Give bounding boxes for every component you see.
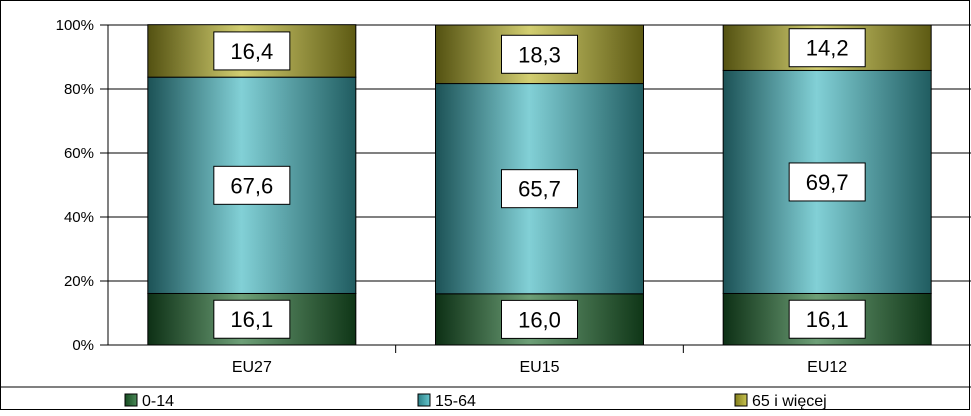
data-label: 69,7: [806, 170, 849, 195]
data-label: 16,4: [230, 39, 273, 64]
legend-label: 0-14: [142, 393, 174, 410]
y-tick-label: 60%: [64, 145, 94, 162]
y-tick-label: 80%: [64, 81, 94, 98]
data-label: 16,1: [230, 307, 273, 332]
data-label-box: [788, 162, 866, 202]
legend-swatch: [734, 393, 748, 407]
data-label-box: [501, 299, 578, 339]
data-label-box: [788, 299, 866, 339]
data-label: 67,6: [230, 173, 273, 198]
data-label-box: [501, 34, 578, 74]
data-label-box: [213, 299, 291, 339]
y-tick-label: 100%: [56, 17, 94, 34]
legend-swatch: [124, 393, 138, 407]
data-label-box: [213, 31, 291, 71]
x-tick-label: EU15: [519, 359, 559, 376]
data-label-box: [501, 169, 578, 209]
y-tick-label: 0%: [72, 337, 94, 354]
x-tick-label: EU12: [807, 359, 847, 376]
data-label: 18,3: [518, 42, 561, 67]
data-label: 14,2: [806, 36, 849, 61]
data-label: 65,7: [518, 177, 561, 202]
data-label-box: [213, 165, 291, 205]
data-label: 16,1: [806, 307, 849, 332]
y-tick-label: 20%: [64, 273, 94, 290]
legend-label: 65 i więcej: [752, 393, 827, 410]
legend-swatch: [417, 393, 431, 407]
data-label: 16,0: [518, 307, 561, 332]
legend-label: 15-64: [435, 393, 476, 410]
data-label-box: [788, 28, 866, 68]
y-tick-label: 40%: [64, 209, 94, 226]
x-tick-label: EU27: [232, 359, 272, 376]
